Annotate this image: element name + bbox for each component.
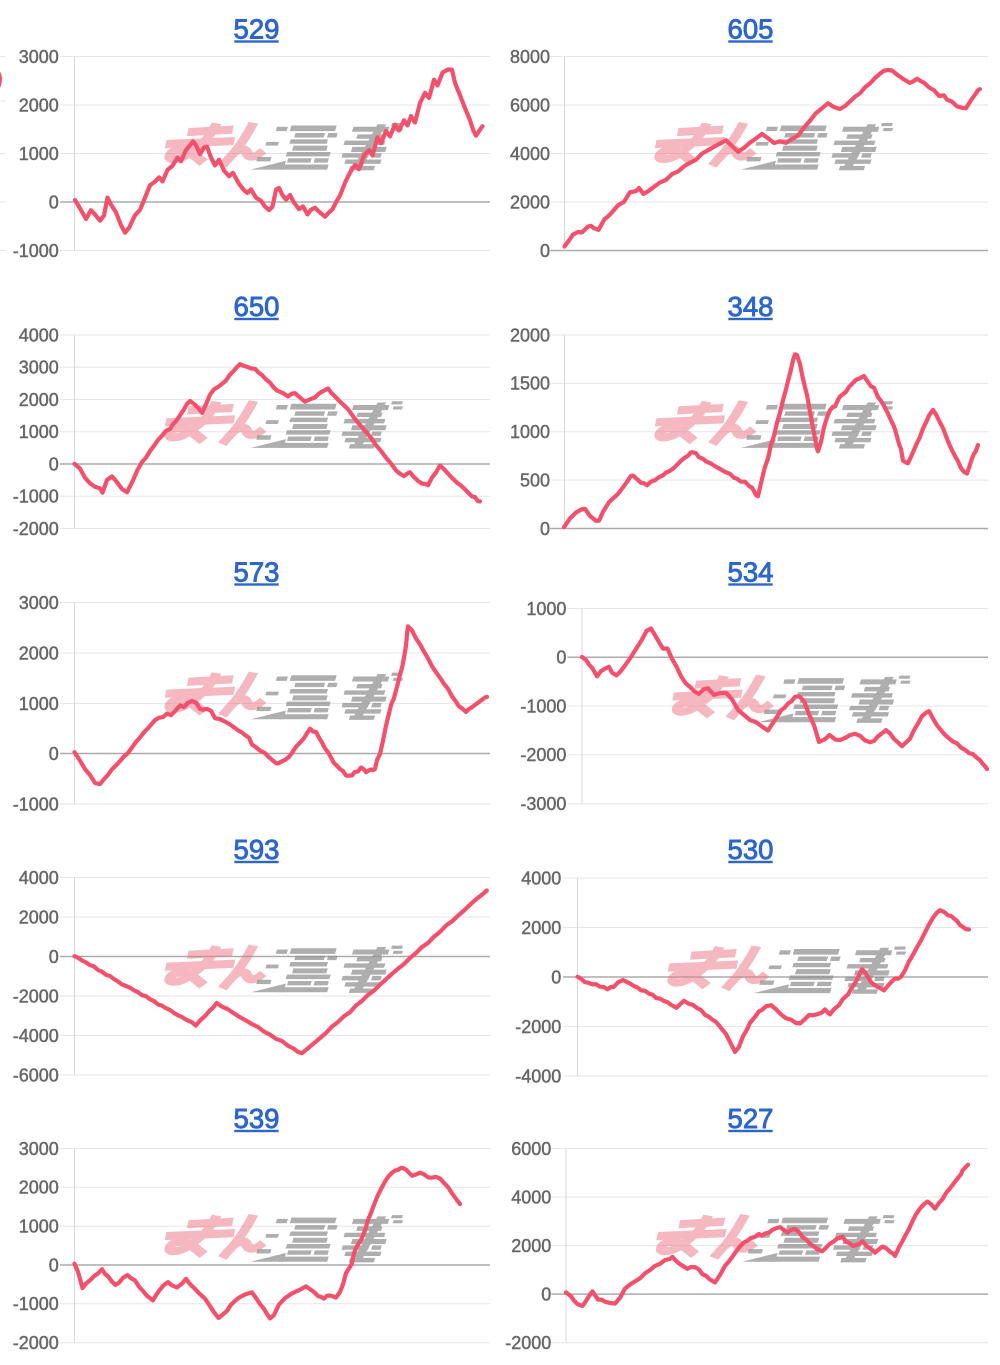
svg-text:605: 605 (728, 14, 774, 45)
svg-text:539: 539 (234, 1103, 280, 1134)
svg-text:-6000: -6000 (13, 1065, 59, 1085)
svg-text:2000: 2000 (19, 643, 59, 663)
svg-text:2000: 2000 (521, 918, 561, 938)
svg-text:6000: 6000 (511, 1139, 551, 1159)
svg-text:500: 500 (520, 470, 550, 490)
svg-text:-2000: -2000 (515, 1017, 561, 1037)
svg-text:2000: 2000 (511, 1236, 551, 1256)
svg-text:2000: 2000 (510, 192, 550, 212)
svg-text:-2000: -2000 (13, 986, 59, 1006)
svg-text:6000: 6000 (510, 95, 550, 115)
svg-text:527: 527 (728, 1103, 774, 1134)
svg-text:1000: 1000 (510, 422, 550, 442)
svg-text:0: 0 (551, 967, 561, 987)
svg-text:1000: 1000 (19, 422, 59, 442)
svg-text:0: 0 (541, 1284, 551, 1304)
svg-text:573: 573 (234, 557, 280, 588)
svg-text:0: 0 (49, 947, 59, 967)
svg-text:-4000: -4000 (515, 1066, 561, 1086)
svg-text:0: 0 (556, 648, 566, 668)
svg-text:3000: 3000 (19, 593, 59, 613)
svg-text:593: 593 (234, 834, 280, 865)
svg-text:-1000: -1000 (13, 1294, 59, 1314)
svg-text:1000: 1000 (19, 1217, 59, 1237)
svg-text:2000: 2000 (19, 390, 59, 410)
svg-text:0: 0 (540, 519, 550, 539)
svg-text:4000: 4000 (19, 325, 59, 345)
svg-text:3000: 3000 (19, 358, 59, 378)
svg-text:0: 0 (49, 192, 59, 212)
svg-text:4000: 4000 (511, 1187, 551, 1207)
svg-text:8000: 8000 (510, 47, 550, 67)
svg-text:0: 0 (49, 1255, 59, 1275)
svg-text:2000: 2000 (510, 325, 550, 345)
svg-text:-2000: -2000 (505, 1333, 551, 1353)
svg-text:-2000: -2000 (520, 745, 566, 765)
svg-text:-1000: -1000 (13, 487, 59, 507)
svg-text:1500: 1500 (510, 374, 550, 394)
svg-text:4000: 4000 (510, 144, 550, 164)
svg-text:2000: 2000 (19, 95, 59, 115)
svg-text:-1000: -1000 (13, 794, 59, 814)
svg-text:-2000: -2000 (13, 1333, 59, 1353)
svg-text:650: 650 (234, 291, 280, 322)
svg-text:529: 529 (234, 14, 280, 45)
svg-text:348: 348 (728, 291, 774, 322)
svg-text:1000: 1000 (19, 694, 59, 714)
svg-text:534: 534 (728, 557, 774, 588)
svg-text:4000: 4000 (521, 868, 561, 888)
svg-text:-1000: -1000 (520, 696, 566, 716)
svg-text:2000: 2000 (19, 1178, 59, 1198)
svg-text:4000: 4000 (19, 868, 59, 888)
svg-text:0: 0 (49, 454, 59, 474)
svg-text:-2000: -2000 (13, 519, 59, 539)
svg-text:-3000: -3000 (520, 794, 566, 814)
svg-text:2000: 2000 (19, 907, 59, 927)
svg-text:-1000: -1000 (13, 241, 59, 261)
svg-text:530: 530 (728, 834, 774, 865)
svg-text:0: 0 (540, 241, 550, 261)
svg-text:0: 0 (49, 744, 59, 764)
svg-text:1000: 1000 (19, 144, 59, 164)
svg-text:1000: 1000 (526, 599, 566, 619)
svg-text:3000: 3000 (19, 1139, 59, 1159)
svg-text:-4000: -4000 (13, 1026, 59, 1046)
svg-text:3000: 3000 (19, 47, 59, 67)
